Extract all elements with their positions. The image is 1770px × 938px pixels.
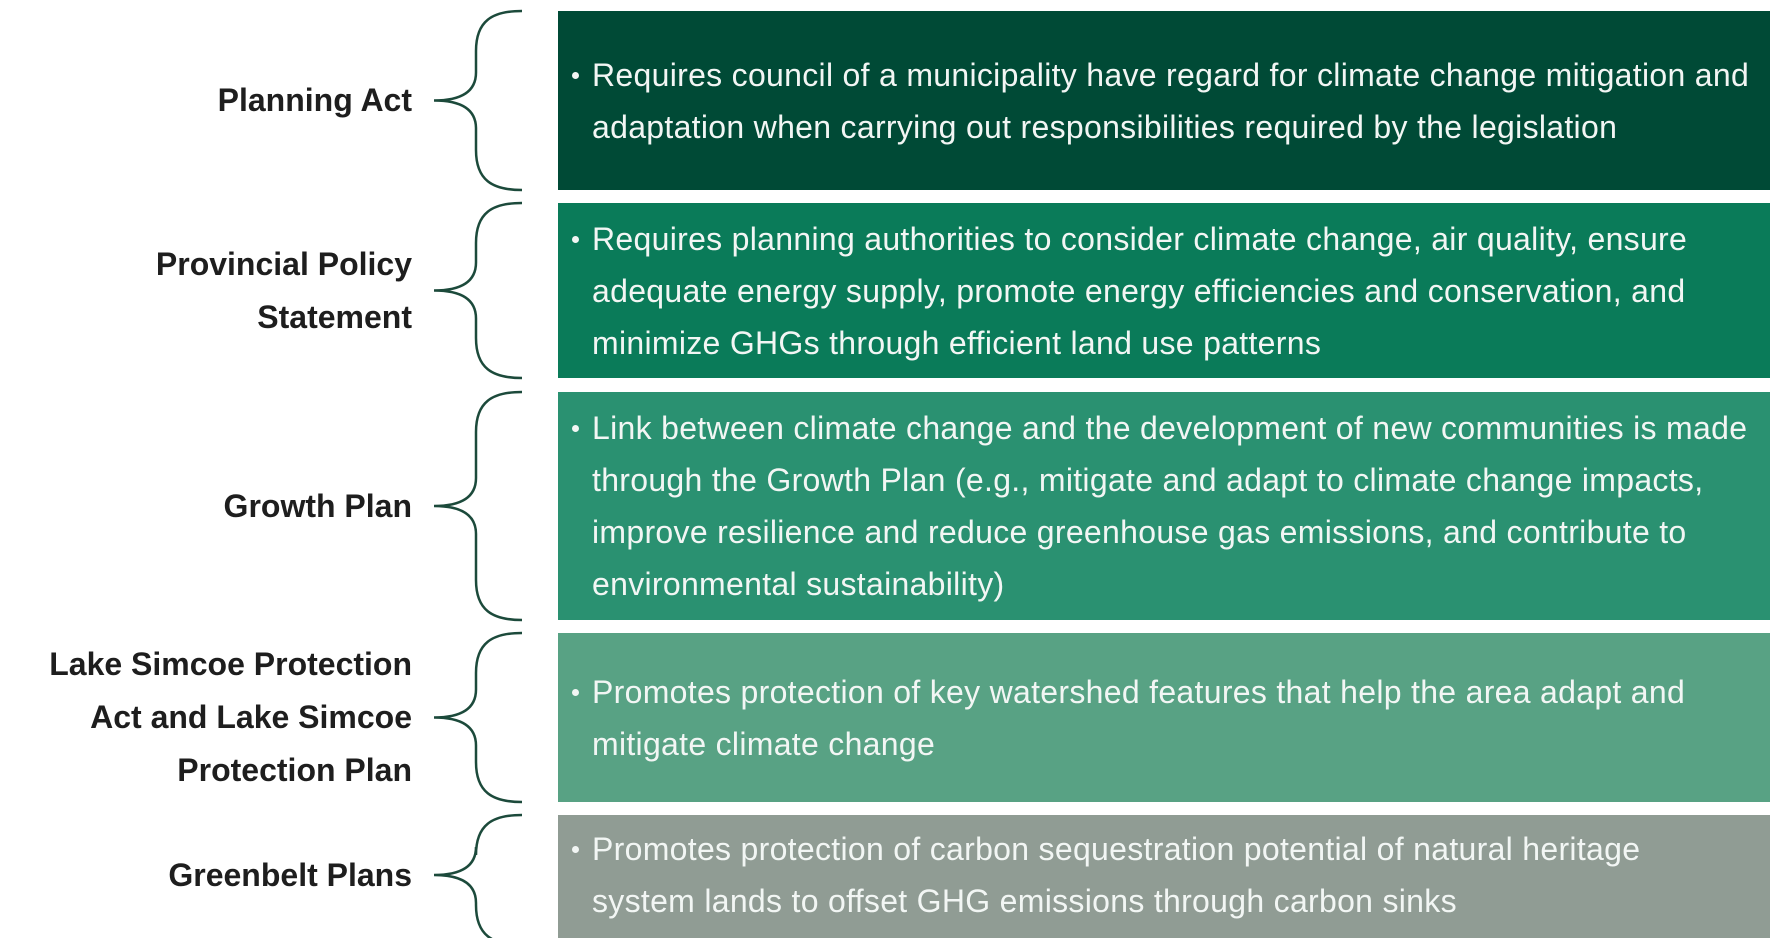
- brace: [433, 201, 523, 380]
- label-text: Greenbelt Plans: [168, 856, 412, 893]
- brace: [433, 813, 523, 938]
- bullet: [572, 235, 579, 243]
- description-text: Requires planning authorities to conside…: [572, 213, 1750, 369]
- description-box: Link between climate change and the deve…: [558, 392, 1770, 620]
- label-text: Lake Simcoe Protection Act and Lake Simc…: [49, 646, 412, 788]
- row-label: Growth Plan: [6, 392, 412, 620]
- description-text: Requires council of a municipality have …: [572, 49, 1750, 153]
- bullet: [572, 71, 579, 79]
- description-box: Requires council of a municipality have …: [558, 11, 1770, 190]
- brace: [433, 9, 523, 192]
- brace: [433, 390, 523, 622]
- brace: [433, 631, 523, 804]
- label-text: Planning Act: [217, 82, 412, 118]
- label-text: Provincial Policy Statement: [155, 245, 412, 335]
- description-text: Promotes protection of carbon sequestrat…: [572, 823, 1750, 927]
- bullet: [572, 425, 579, 432]
- row-label: Planning Act: [6, 11, 412, 190]
- row-label: Greenbelt Plans: [6, 815, 412, 935]
- description-text: Promotes protection of key watershed fea…: [572, 666, 1750, 770]
- description-box: Requires planning authorities to conside…: [558, 203, 1770, 378]
- bullet: [572, 846, 579, 853]
- label-text: Growth Plan: [223, 487, 412, 524]
- row-label: Provincial Policy Statement: [6, 203, 412, 378]
- description-box: Promotes protection of carbon sequestrat…: [558, 815, 1770, 935]
- row-label: Lake Simcoe Protection Act and Lake Simc…: [6, 633, 412, 802]
- description-box: Promotes protection of key watershed fea…: [558, 633, 1770, 802]
- bullet: [572, 688, 579, 696]
- description-text: Link between climate change and the deve…: [572, 402, 1750, 610]
